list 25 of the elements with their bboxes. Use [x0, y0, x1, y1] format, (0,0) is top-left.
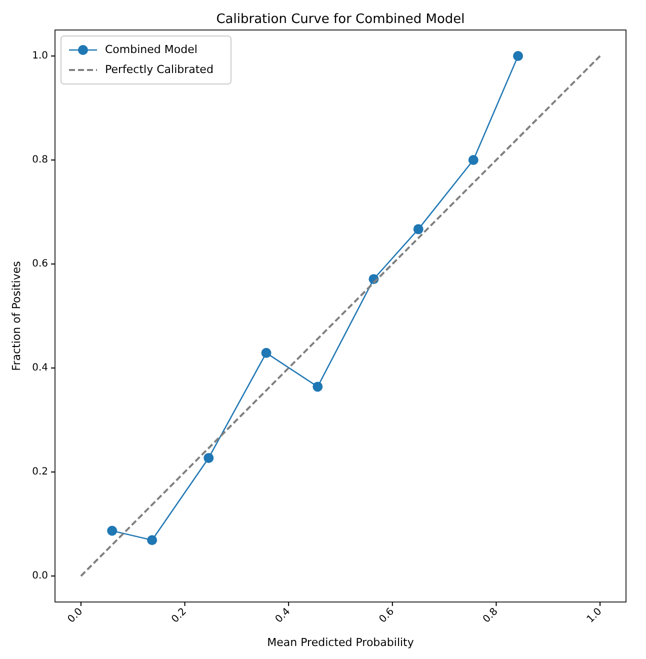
point [107, 526, 118, 536]
y-tick-label: 0.0 [32, 570, 48, 582]
legend-label: Combined Model [105, 43, 198, 56]
point [413, 224, 424, 234]
y-tick-label: 1.0 [32, 50, 48, 62]
y-tick-label: 0.6 [32, 258, 48, 270]
x-tick-label: 0.4 [274, 606, 293, 626]
y-tick-label: 0.2 [32, 466, 48, 478]
x-axis-title: Mean Predicted Probability [267, 636, 414, 649]
y-tick-label: 0.8 [32, 154, 48, 166]
point [513, 51, 524, 61]
y-axis-title: Fraction of Positives [10, 260, 23, 371]
chart-title: Calibration Curve for Combined Model [216, 12, 465, 27]
x-tick-label: 0.0 [66, 606, 86, 626]
point [468, 155, 478, 165]
y-tick-label: 0.4 [32, 362, 48, 374]
point [147, 535, 158, 546]
point [261, 348, 272, 358]
legend-label: Perfectly Calibrated [105, 63, 214, 76]
x-tick-label: 0.6 [377, 606, 396, 626]
point [204, 452, 214, 463]
point [312, 382, 323, 392]
x-tick-label: 0.2 [170, 606, 189, 626]
x-tick-label: 1.0 [585, 606, 604, 626]
x-tick-label: 0.8 [481, 606, 500, 626]
